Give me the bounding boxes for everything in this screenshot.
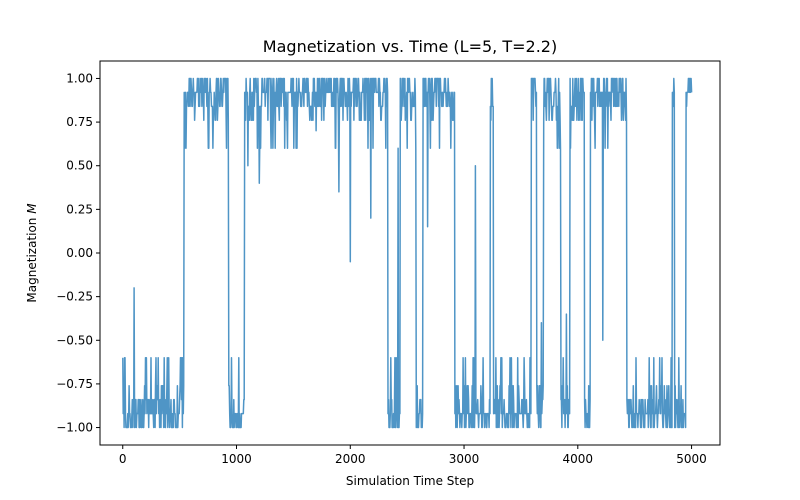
y-tick-label: 0.50 (66, 159, 93, 173)
y-tick-label: 0.75 (66, 115, 93, 129)
x-tick-label: 5000 (676, 452, 707, 466)
x-tick-label: 3000 (449, 452, 480, 466)
y-axis-label-symbol: M (25, 203, 39, 214)
x-tick-label: 0 (119, 452, 127, 466)
x-tick-label: 4000 (563, 452, 594, 466)
x-tick-label: 1000 (221, 452, 252, 466)
plot-area (99, 60, 721, 446)
y-tick-label: −1.00 (56, 421, 93, 435)
y-tick-label: −0.25 (56, 290, 93, 304)
y-tick-label: −0.75 (56, 377, 93, 391)
y-axis: −1.00 −0.75 −0.50 −0.25 0.00 0.25 0.50 0.75 1.00 (56, 71, 100, 435)
x-tick-label: 2000 (335, 452, 366, 466)
y-tick-label: 1.00 (66, 71, 93, 85)
y-tick-label: 0.25 (66, 202, 93, 216)
x-axis-label: Simulation Time Step (346, 474, 474, 488)
y-axis-label-text: Magnetization (25, 214, 39, 303)
y-tick-label: −0.50 (56, 333, 93, 347)
magnetization-line (122, 77, 693, 429)
x-axis: 0 1000 2000 3000 4000 5000 (119, 445, 707, 466)
chart-title: Magnetization vs. Time (L=5, T=2.2) (263, 37, 557, 56)
y-tick-label: 0.00 (66, 246, 93, 260)
y-axis-label: Magnetization M (25, 203, 39, 303)
